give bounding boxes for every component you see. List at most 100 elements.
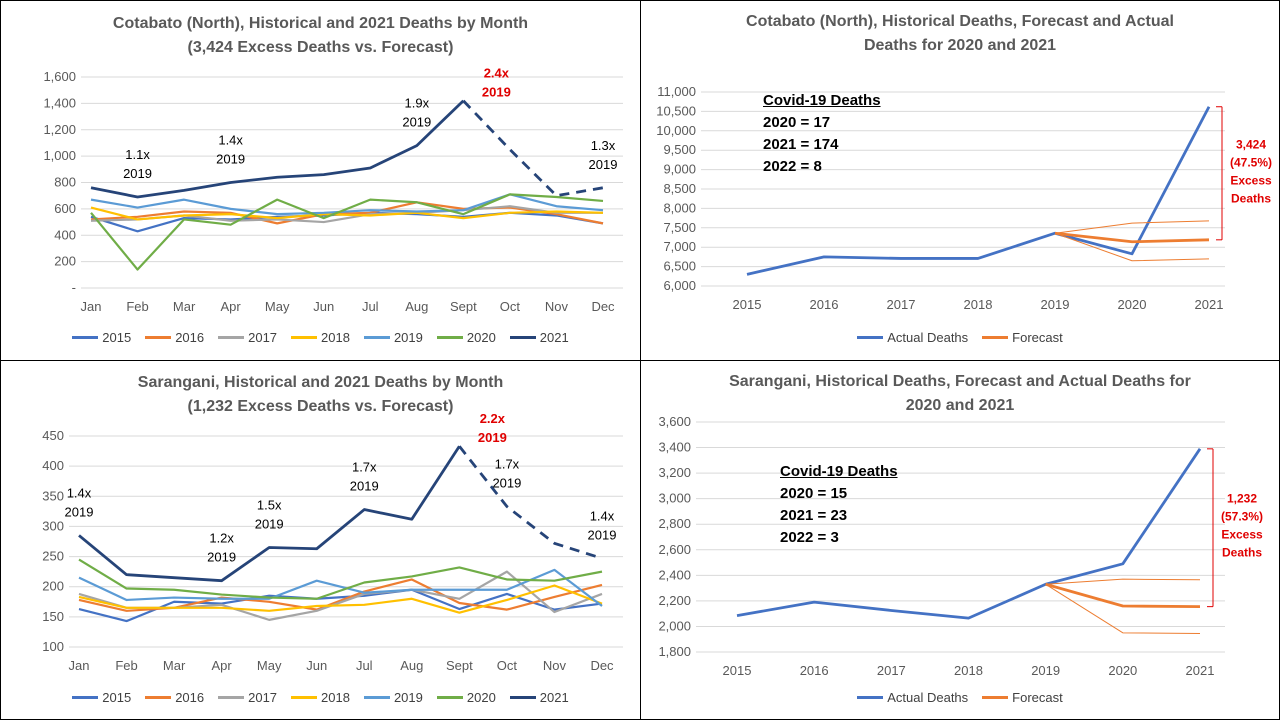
- x-tick-label: Mar: [173, 299, 196, 314]
- plot-area: - 200 400 600 800 1,000 1,200 1,400 1,600 Jan Feb M…: [43, 66, 623, 314]
- x-tick-label: Feb: [115, 658, 137, 673]
- legend-label: 2019: [393, 330, 423, 345]
- legend-item: 2018: [291, 330, 350, 345]
- x-tick-label: Dec: [590, 658, 614, 673]
- legend-item: 2016: [145, 690, 204, 705]
- legend-swatch: [291, 696, 318, 699]
- legend-label: 2021: [539, 330, 569, 345]
- x-tick-label: 2020: [1118, 297, 1147, 312]
- ratio-annotation: 1.4x: [218, 133, 243, 148]
- series-line-forecast-bound: [1054, 220, 1210, 234]
- legend-item: 2017: [218, 690, 277, 705]
- legend-swatch: [436, 696, 463, 699]
- legend-swatch: [436, 336, 463, 339]
- legend-label: 2018: [321, 690, 350, 705]
- series-line-Forecast: [1054, 231, 1210, 244]
- series-line-2021: [90, 99, 465, 199]
- y-tick-label: 250: [42, 549, 64, 564]
- ratio-annotation: 1.4x: [67, 485, 92, 500]
- y-tick-label: 1,400: [43, 95, 76, 110]
- ratio-annotation: 2019: [588, 527, 617, 542]
- covid-deaths-box: Covid-19 Deaths 2020 = 15 2021 = 23 2022…: [780, 461, 898, 549]
- chart-title-line2: 2020 and 2021: [905, 397, 1015, 414]
- x-tick-label: Mar: [163, 658, 186, 673]
- series-line-2021: [78, 445, 461, 583]
- series-line-Actual Deaths: [736, 448, 1202, 620]
- legend-label: Forecast: [1012, 330, 1063, 345]
- excess-label: Excess: [1221, 528, 1263, 542]
- legend-item: Forecast: [982, 690, 1063, 705]
- x-tick-label: 2018: [964, 297, 993, 312]
- legend-swatch: [509, 336, 536, 339]
- y-tick-label: 8,000: [663, 200, 696, 215]
- cotabato-monthly-panel: Cotabato (North), Historical and 2021 De…: [0, 0, 641, 361]
- excess-label: (47.5%): [1230, 155, 1272, 169]
- y-tick-label: 6,000: [663, 278, 696, 293]
- x-tick-label: Dec: [591, 299, 615, 314]
- legend-swatch: [857, 696, 884, 699]
- sarangani-forecast-chart: 1,800 2,000 2,200 2,400 2,600 2,800 3,000 3,200…: [658, 414, 1263, 678]
- plot-area: 100 150 200 250 300 350 400 450 Jan Feb Mar Apr May J…: [42, 411, 623, 673]
- legend-label: 2019: [393, 690, 423, 705]
- x-tick-label: Jan: [81, 299, 102, 314]
- y-tick-label: 3,000: [658, 491, 691, 506]
- excess-label: 1,232: [1227, 492, 1257, 506]
- x-tick-label: Jul: [356, 658, 373, 673]
- legend-label: 2016: [175, 690, 205, 705]
- y-tick-label: -: [72, 280, 76, 295]
- legend-swatch: [291, 336, 318, 339]
- legend-label: Actual Deaths: [887, 330, 969, 345]
- covid-deaths-2020: 2020 = 15: [780, 485, 848, 502]
- legend-swatch: [145, 336, 172, 339]
- cotabato-monthly-chart: - 200 400 600 800 1,000 1,200 1,400 1,600 Jan Feb M…: [43, 66, 623, 314]
- x-tick-label: 2018: [954, 663, 983, 678]
- legend-item: 2015: [72, 690, 131, 705]
- covid-deaths-heading: Covid-19 Deaths: [763, 92, 881, 109]
- sarangani-monthly-chart: 100 150 200 250 300 350 400 450 Jan Feb Mar Apr May J…: [42, 411, 623, 673]
- y-tick-label: 100: [42, 639, 64, 654]
- chart-title-line2: (1,232 Excess Deaths vs. Forecast): [187, 398, 454, 415]
- ratio-annotation: 2019: [589, 157, 618, 172]
- x-tick-label: 2020: [1108, 663, 1137, 678]
- legend-swatch: [982, 696, 1009, 699]
- legend-item: 2020: [436, 330, 496, 345]
- x-tick-label: 2017: [887, 297, 916, 312]
- chart-title: Cotabato (North), Historical and 2021 De…: [1, 12, 640, 60]
- legend-swatch: [218, 696, 245, 699]
- series-line-2020: [78, 558, 603, 600]
- excess-label: Excess: [1230, 173, 1272, 187]
- ratio-annotation: 1.1x: [125, 147, 150, 162]
- ratio-annotation: 2019: [216, 152, 245, 167]
- x-tick-label: Sept: [450, 299, 477, 314]
- legend-label: 2017: [248, 330, 278, 345]
- ratio-annotation: 1.3x: [591, 138, 616, 153]
- y-tick-label: 7,500: [663, 220, 696, 235]
- legend-item: 2018: [291, 690, 350, 705]
- ratio-annotation: 2019: [402, 115, 431, 130]
- x-tick-label: Jan: [69, 658, 90, 673]
- x-tick-label: 2021: [1195, 297, 1224, 312]
- legend-label: Forecast: [1012, 690, 1063, 705]
- y-tick-label: 10,000: [656, 123, 696, 138]
- y-tick-label: 9,000: [663, 162, 696, 177]
- legend-item: Forecast: [982, 330, 1063, 345]
- x-tick-label: Apr: [212, 658, 233, 673]
- legend-swatch: [857, 336, 884, 339]
- series-line-2019: [78, 568, 603, 607]
- legend-label: 2020: [466, 330, 496, 345]
- series-line-Forecast: [1045, 582, 1201, 609]
- legend: 2015 2016 2017 2018 2019 2020 2021: [1, 690, 640, 705]
- sarangani-monthly-panel: Sarangani, Historical and 2021 Deaths by…: [0, 360, 641, 720]
- legend-item: 2019: [363, 690, 423, 705]
- x-tick-label: Jun: [313, 299, 334, 314]
- series-line-2020: [90, 193, 604, 271]
- chart-title: Cotabato (North), Historical Deaths, For…: [641, 10, 1279, 58]
- series-line-forecast-bound: [1054, 232, 1210, 262]
- x-tick-label: Aug: [405, 299, 428, 314]
- covid-deaths-box: Covid-19 Deaths 2020 = 17 2021 = 174 202…: [763, 90, 881, 178]
- legend-item: 2019: [363, 330, 423, 345]
- ratio-annotation: 2019: [350, 479, 379, 494]
- covid-deaths-2021: 2021 = 23: [780, 507, 848, 524]
- excess-label: Deaths: [1231, 191, 1271, 205]
- y-tick-label: 3,600: [658, 414, 691, 429]
